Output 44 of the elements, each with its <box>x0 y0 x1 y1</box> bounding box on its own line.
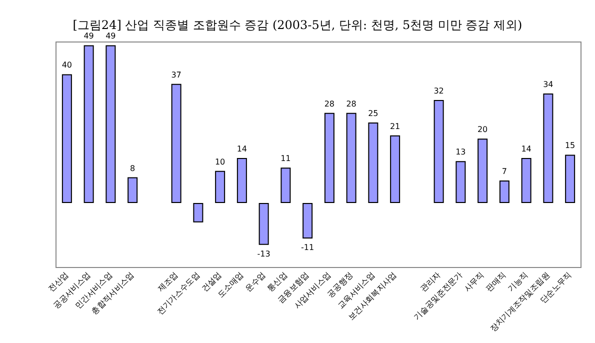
data-label: 40 <box>62 60 72 70</box>
bar <box>324 112 334 204</box>
bar <box>521 158 532 204</box>
bar <box>171 84 182 204</box>
data-label: 25 <box>368 109 378 118</box>
data-label: 37 <box>171 70 182 80</box>
data-label: 8 <box>130 164 136 173</box>
chart-title: [그림24] 산업 직종별 조합원수 증감 (2003-5년, 단위: 천명, 5천명 미만 증감 제외) <box>72 18 522 32</box>
bar <box>128 177 138 204</box>
data-label: 20 <box>477 125 488 134</box>
bar <box>106 45 116 204</box>
bar <box>499 180 510 204</box>
data-label: 49 <box>84 32 94 41</box>
bar <box>84 45 94 204</box>
bar <box>543 94 554 204</box>
bar <box>434 100 444 204</box>
bar <box>302 203 313 238</box>
data-label: -11 <box>301 242 314 252</box>
bar <box>236 158 247 204</box>
bar <box>346 112 356 204</box>
data-label: 14 <box>236 144 248 154</box>
data-label: -13 <box>257 249 270 258</box>
data-label: 28 <box>324 99 335 108</box>
bar <box>215 170 226 204</box>
bar <box>368 122 378 204</box>
data-label: 14 <box>521 144 532 154</box>
data-label: 49 <box>106 32 116 41</box>
data-label: 7 <box>502 167 507 176</box>
bar <box>280 168 291 204</box>
data-label: 21 <box>390 122 400 131</box>
data-label: 15 <box>564 141 576 150</box>
bar <box>193 203 204 222</box>
data-label: 13 <box>456 148 466 157</box>
data-label: 11 <box>280 154 291 164</box>
bar <box>456 161 466 204</box>
bar <box>258 203 269 245</box>
bar <box>478 138 488 204</box>
data-label: 10 <box>214 157 226 166</box>
data-label: 34 <box>543 80 554 90</box>
bar <box>390 135 400 204</box>
bar <box>62 74 72 204</box>
data-label: 28 <box>346 99 356 108</box>
data-label: 32 <box>434 86 444 96</box>
bar <box>565 154 576 204</box>
